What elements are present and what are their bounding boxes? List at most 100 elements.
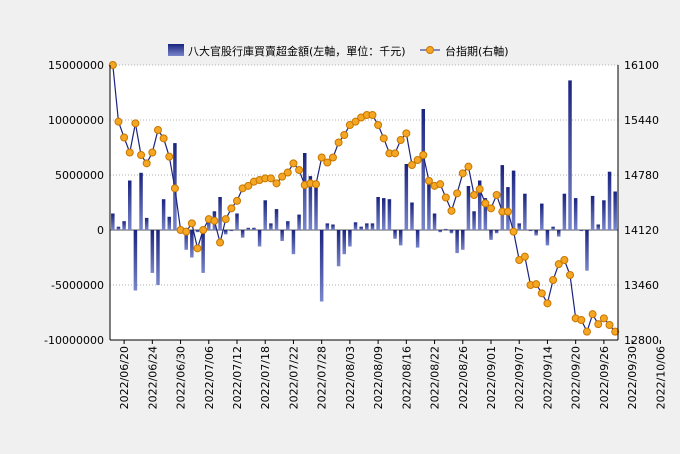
bar — [139, 172, 143, 230]
bar — [517, 223, 521, 230]
line-point — [543, 299, 552, 308]
right-tick-label: 16100 — [624, 59, 659, 72]
x-tick-label: 2022/08/03 — [344, 346, 357, 409]
bar — [562, 193, 567, 230]
left-tick-label: -5000000 — [51, 279, 104, 292]
bar — [291, 230, 296, 255]
line-point — [447, 206, 456, 215]
bar — [150, 230, 155, 273]
bar — [229, 230, 234, 232]
bar — [410, 202, 414, 230]
line-point — [159, 134, 168, 143]
line-point — [611, 327, 620, 336]
bar — [534, 230, 538, 236]
x-tick-label: 2022/09/01 — [485, 346, 498, 409]
left-tick-label: -10000000 — [44, 334, 104, 347]
bar — [455, 230, 459, 254]
bar — [596, 224, 600, 230]
line-point — [199, 226, 208, 234]
bar — [602, 200, 606, 230]
x-tick-label: 2022/06/20 — [118, 346, 131, 409]
bar — [511, 170, 516, 230]
bar — [556, 230, 561, 237]
bar — [207, 216, 211, 230]
line-point — [142, 159, 151, 168]
line-point — [317, 153, 326, 162]
bar — [461, 230, 465, 250]
line-point — [419, 151, 428, 159]
bar — [579, 230, 584, 232]
line-point — [532, 280, 541, 289]
line-point — [153, 126, 162, 134]
bar — [218, 197, 222, 230]
right-tick-label: 15440 — [624, 114, 659, 127]
bar — [427, 183, 431, 230]
line-point — [458, 169, 467, 178]
line-point — [187, 219, 196, 228]
line-point — [340, 131, 349, 139]
line-point — [114, 117, 123, 126]
line-point — [549, 276, 558, 284]
bar — [336, 230, 341, 267]
x-tick-label: 2022/08/26 — [457, 346, 470, 409]
bar — [523, 193, 527, 230]
line-point — [266, 174, 275, 183]
legend-line-label: 台指期(右軸) — [445, 44, 509, 58]
x-tick-label: 2022/08/16 — [400, 346, 413, 409]
bar — [235, 213, 239, 230]
left-tick-label: 0 — [97, 224, 104, 237]
line-point — [374, 121, 383, 129]
bar — [184, 230, 188, 250]
bar — [257, 230, 262, 247]
plot-background — [110, 65, 618, 340]
x-tick-label: 2022/10/06 — [654, 346, 667, 409]
right-tick-label: 12800 — [624, 334, 659, 347]
bar — [494, 230, 499, 234]
line-point — [487, 204, 495, 213]
line-point — [148, 148, 157, 157]
legend-bar-swatch — [168, 44, 184, 56]
line-point — [537, 289, 546, 298]
bar — [263, 200, 267, 230]
bar — [466, 186, 471, 230]
bar — [585, 230, 589, 271]
x-tick-label: 2022/09/30 — [626, 346, 639, 409]
line-point — [391, 149, 400, 158]
left-tick-label: 10000000 — [48, 114, 104, 127]
x-tick-label: 2022/08/22 — [429, 346, 442, 409]
bar — [144, 217, 149, 230]
bar — [128, 180, 132, 230]
bar — [528, 230, 533, 232]
bar — [489, 230, 493, 240]
line-point — [402, 129, 411, 138]
left-tick-label: 5000000 — [55, 169, 104, 182]
bar — [545, 230, 550, 246]
bar — [223, 230, 228, 235]
bar — [133, 230, 138, 291]
bar — [156, 230, 160, 285]
line-point — [170, 184, 179, 193]
line-point — [108, 61, 117, 69]
line-point — [492, 191, 501, 199]
x-axis: 2022/06/20 2022/06/24 2022/06/30 2022/07/06… — [110, 339, 667, 409]
bar — [274, 209, 279, 230]
bar — [398, 230, 403, 246]
x-tick-label: 2022/07/12 — [231, 346, 244, 409]
bar — [331, 224, 335, 230]
bar — [551, 226, 555, 230]
line-point — [520, 252, 529, 261]
bar — [286, 221, 290, 230]
bar — [319, 230, 324, 302]
bar — [590, 195, 595, 230]
line-point — [368, 111, 377, 119]
line-point — [351, 117, 360, 126]
bar — [167, 216, 172, 230]
bar — [246, 227, 251, 230]
line-point — [599, 314, 608, 323]
bar — [190, 230, 194, 258]
x-tick-label: 2022/06/24 — [146, 346, 159, 409]
legend: 八大官股行庫買賣超金額(左軸，單位：千元) 台指期(右軸) — [168, 44, 509, 58]
bar — [201, 230, 205, 273]
bar — [421, 109, 426, 230]
